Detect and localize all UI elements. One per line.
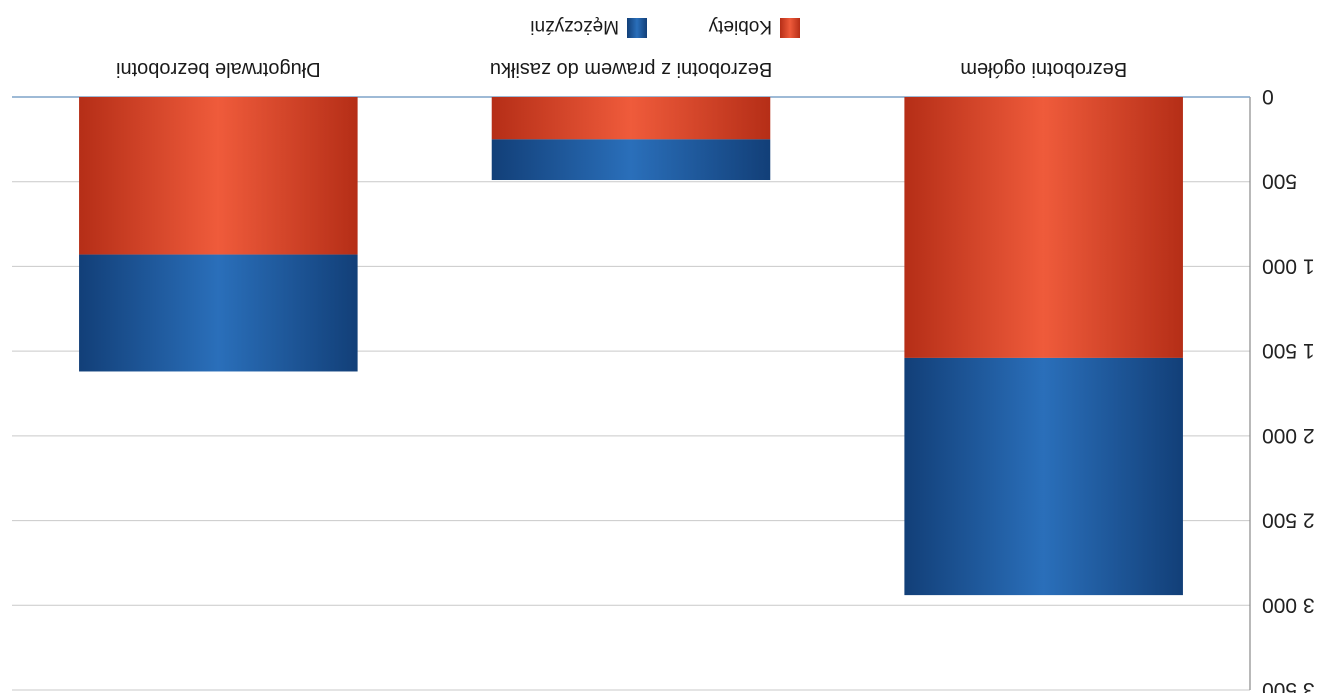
legend: Kobiety Mężczyźni bbox=[530, 16, 800, 38]
y-tick-label: 2 000 bbox=[1262, 424, 1315, 447]
y-tick-label: 0 bbox=[1262, 85, 1274, 108]
legend-label: Kobiety bbox=[708, 16, 772, 37]
y-tick-label: 3 500 bbox=[1262, 678, 1315, 693]
bar-segment bbox=[79, 97, 358, 255]
bar-segment bbox=[491, 139, 771, 181]
category-label: Bezrobotni ogółem bbox=[960, 58, 1127, 80]
bar-segment bbox=[491, 97, 771, 140]
category-label: Bezrobotni z prawem do zasiłku bbox=[490, 58, 772, 80]
bar-segment bbox=[79, 254, 358, 372]
y-tick-label: 1 000 bbox=[1262, 254, 1315, 277]
legend-label: Mężczyźni bbox=[530, 16, 619, 37]
y-tick-label: 2 500 bbox=[1262, 509, 1315, 532]
y-tick-label: 1 500 bbox=[1262, 339, 1315, 362]
legend-swatch bbox=[627, 18, 647, 38]
y-tick-label: 500 bbox=[1262, 170, 1297, 193]
bars bbox=[79, 97, 1183, 596]
y-tick-label: 3 000 bbox=[1262, 593, 1315, 616]
legend-swatch bbox=[780, 18, 800, 38]
bar-segment bbox=[904, 357, 1183, 596]
category-labels: Bezrobotni ogółem Bezrobotni z prawem do … bbox=[116, 58, 1127, 80]
category-label: Długotrwale bezrobotni bbox=[116, 58, 321, 80]
bar-segment bbox=[904, 97, 1183, 358]
